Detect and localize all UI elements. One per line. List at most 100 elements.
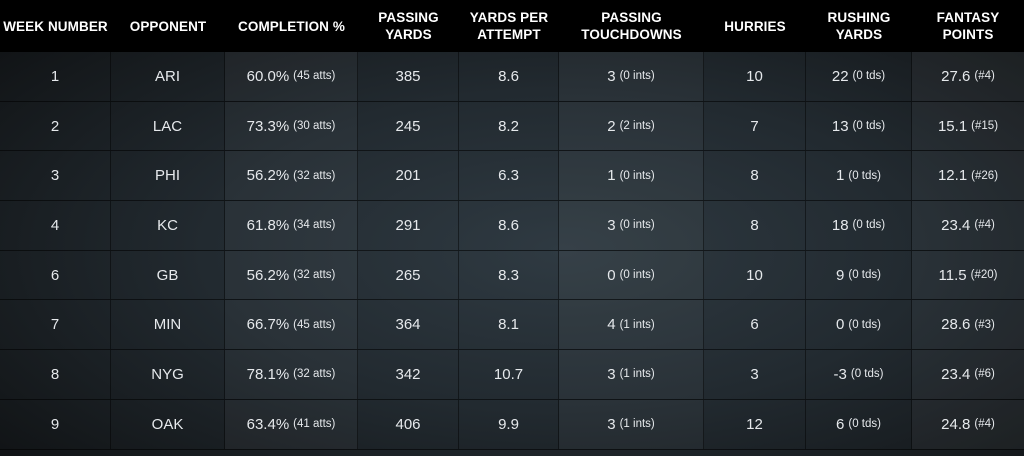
passing-yards-cell-value: 342 bbox=[395, 365, 421, 383]
fantasy-points-cell: 11.5 (#20) bbox=[912, 251, 1024, 300]
week-cell: 8 bbox=[0, 350, 111, 399]
completion-cell-detail: (32 atts) bbox=[293, 269, 336, 282]
passing-touchdowns-cell-detail: (1 ints) bbox=[619, 418, 655, 431]
opponent-cell-value: ARI bbox=[154, 67, 180, 85]
passing-touchdowns-cell-value: 3 bbox=[607, 365, 616, 383]
rushing-yards-cell: 18 (0 tds) bbox=[806, 201, 912, 250]
table-row: 1 ARI 60.0% (45 atts) 385 8.6 3 (0 ints) 10 22 (0 … bbox=[0, 52, 1024, 102]
rushing-yards-cell-value: 6 bbox=[836, 415, 845, 433]
hurries-cell-value: 10 bbox=[746, 67, 763, 85]
completion-cell-value: 61.8% bbox=[246, 216, 290, 234]
table-row: 7 MIN 66.7% (45 atts) 364 8.1 4 (1 ints) 6 0 (0 td… bbox=[0, 300, 1024, 351]
yards-per-attempt-cell: 8.3 bbox=[459, 250, 559, 300]
completion-cell: 60.0% (45 atts) bbox=[225, 52, 358, 101]
yards-per-attempt-cell-value: 8.1 bbox=[498, 316, 519, 334]
week-cell-value: 1 bbox=[50, 67, 60, 85]
completion-cell-value: 78.1% bbox=[246, 365, 290, 383]
fantasy-points-cell-value: 28.6 bbox=[941, 316, 971, 334]
passing-yards-cell: 291 bbox=[358, 201, 459, 250]
passing-yards-cell-value: 385 bbox=[395, 67, 421, 85]
passing-touchdowns-cell: 3 (0 ints) bbox=[559, 201, 704, 250]
table-row: 8 NYG 78.1% (32 atts) 342 10.7 3 (1 ints) 3 -3 (0 … bbox=[0, 350, 1024, 400]
hurries-cell-value: 8 bbox=[750, 167, 759, 185]
fantasy-points-cell: 23.4 (#6) bbox=[912, 350, 1024, 399]
week-cell-value: 3 bbox=[50, 167, 60, 185]
rushing-yards-cell: 6 (0 tds) bbox=[806, 399, 912, 449]
week-cell-value: 2 bbox=[50, 117, 60, 135]
yards-per-attempt-cell: 8.2 bbox=[459, 101, 559, 151]
fantasy-points-cell: 23.4 (#4) bbox=[912, 201, 1024, 250]
passing-yards-cell-value: 265 bbox=[395, 266, 421, 284]
opponent-header: OPPONENT bbox=[129, 18, 207, 34]
completion-header: COMPLETION % bbox=[238, 18, 345, 34]
passing-touchdowns-cell: 1 (0 ints) bbox=[559, 151, 704, 201]
yards-per-attempt-cell-value: 10.7 bbox=[493, 365, 524, 383]
completion-cell-value: 63.4% bbox=[246, 415, 290, 433]
passing-yards-cell-value: 364 bbox=[395, 316, 421, 334]
passing-touchdowns-cell-detail: (2 ints) bbox=[619, 120, 655, 133]
fantasy-points-header: FANTASY POINTS bbox=[936, 10, 1000, 42]
passing-touchdowns-cell: 4 (1 ints) bbox=[559, 300, 704, 350]
opponent-cell-value: NYG bbox=[151, 365, 184, 383]
rushing-yards-cell-value: 13 bbox=[831, 117, 849, 135]
fantasy-points-cell-detail: (#26) bbox=[971, 169, 999, 182]
rushing-yards-cell-detail: (0 tds) bbox=[852, 70, 886, 83]
passing-yards-cell: 342 bbox=[358, 350, 459, 399]
hurries-cell: 3 bbox=[704, 350, 806, 399]
fantasy-points-cell: 28.6 (#3) bbox=[912, 300, 1024, 349]
yards-per-attempt-cell: 10.7 bbox=[459, 350, 559, 399]
yards-per-attempt-header: YARDS PER ATTEMPT bbox=[469, 10, 549, 42]
week-cell: 6 bbox=[0, 250, 111, 300]
rushing-yards-cell-detail: (0 tds) bbox=[850, 368, 884, 381]
table-row: 6 GB 56.2% (32 atts) 265 8.3 0 (0 ints) 10 9 (0 td… bbox=[0, 250, 1024, 301]
rushing-yards-cell: 1 (0 tds) bbox=[806, 151, 912, 201]
completion-cell: 78.1% (32 atts) bbox=[225, 350, 358, 399]
opponent-cell-value: OAK bbox=[151, 415, 184, 433]
yards-per-attempt-cell: 9.9 bbox=[459, 399, 559, 449]
fantasy-points-cell: 27.6 (#4) bbox=[912, 52, 1024, 101]
hurries-cell-value: 12 bbox=[746, 415, 763, 433]
fantasy-points-cell: 12.1 (#26) bbox=[912, 151, 1024, 200]
week-cell-value: 8 bbox=[50, 365, 60, 383]
week-cell: 2 bbox=[0, 101, 111, 151]
passing-yards-cell: 245 bbox=[358, 101, 459, 151]
passing-yards-cell: 385 bbox=[358, 52, 459, 101]
yards-per-attempt-cell-value: 8.3 bbox=[498, 266, 519, 284]
rushing-yards-cell-detail: (0 tds) bbox=[852, 219, 886, 232]
fantasy-points-cell-detail: (#4) bbox=[974, 219, 995, 232]
fantasy-points-cell-detail: (#15) bbox=[971, 120, 999, 133]
opponent-cell-value: GB bbox=[156, 266, 179, 284]
passing-yards-header: PASSING YARDS bbox=[378, 10, 439, 42]
fantasy-points-cell: 15.1 (#15) bbox=[912, 102, 1024, 151]
passing-yards-cell-value: 406 bbox=[395, 415, 421, 433]
opponent-cell: MIN bbox=[111, 300, 225, 350]
hurries-cell-value: 6 bbox=[750, 316, 759, 334]
passing-touchdowns-cell-value: 1 bbox=[607, 167, 616, 185]
rushing-yards-cell: 13 (0 tds) bbox=[806, 101, 912, 151]
completion-cell-detail: (30 atts) bbox=[293, 120, 336, 133]
passing-touchdowns-cell-value: 4 bbox=[607, 316, 616, 334]
fantasy-points-cell-value: 11.5 bbox=[938, 266, 967, 284]
hurries-header: HURRIES bbox=[724, 18, 786, 34]
passing-touchdowns-cell: 3 (0 ints) bbox=[559, 52, 704, 101]
completion-cell-detail: (34 atts) bbox=[293, 219, 336, 232]
completion-cell-value: 56.2% bbox=[246, 266, 290, 284]
passing-yards-cell: 406 bbox=[358, 399, 459, 449]
hurries-cell-value: 10 bbox=[746, 266, 763, 284]
yards-per-attempt-cell: 8.1 bbox=[459, 300, 559, 350]
rushing-yards-cell-value: 18 bbox=[831, 216, 849, 234]
completion-cell-detail: (41 atts) bbox=[293, 418, 336, 431]
week-cell: 3 bbox=[0, 151, 111, 201]
rushing-yards-cell-detail: (0 tds) bbox=[848, 269, 881, 282]
opponent-cell: ARI bbox=[111, 52, 225, 101]
fantasy-points-cell-value: 12.1 bbox=[937, 167, 968, 185]
week-cell-value: 7 bbox=[50, 316, 60, 334]
opponent-cell-value: LAC bbox=[152, 117, 183, 135]
completion-cell: 56.2% (32 atts) bbox=[225, 151, 358, 201]
week-cell-value: 9 bbox=[50, 415, 60, 433]
hurries-cell: 8 bbox=[704, 151, 806, 201]
completion-cell-value: 66.7% bbox=[246, 316, 290, 334]
opponent-cell: KC bbox=[111, 201, 225, 250]
rushing-yards-cell-value: 0 bbox=[836, 316, 845, 334]
fantasy-points-cell-detail: (#6) bbox=[974, 368, 995, 381]
